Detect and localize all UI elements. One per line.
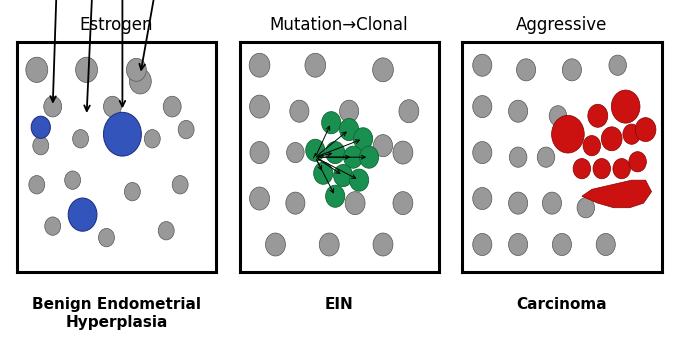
Circle shape bbox=[472, 142, 492, 164]
Circle shape bbox=[31, 116, 51, 138]
Circle shape bbox=[629, 152, 647, 172]
Circle shape bbox=[73, 129, 88, 148]
Circle shape bbox=[287, 142, 304, 163]
Circle shape bbox=[613, 159, 630, 179]
Circle shape bbox=[549, 106, 567, 126]
Circle shape bbox=[588, 104, 608, 127]
Circle shape bbox=[373, 135, 393, 157]
Circle shape bbox=[508, 192, 528, 214]
Circle shape bbox=[551, 115, 585, 153]
Circle shape bbox=[76, 57, 97, 82]
Circle shape bbox=[250, 95, 269, 118]
Text: EIN: EIN bbox=[325, 297, 354, 312]
Circle shape bbox=[65, 171, 80, 189]
Circle shape bbox=[399, 100, 418, 123]
Circle shape bbox=[172, 175, 188, 194]
Circle shape bbox=[265, 233, 286, 256]
Circle shape bbox=[350, 169, 369, 191]
Circle shape bbox=[635, 118, 656, 142]
Circle shape bbox=[537, 147, 555, 167]
Circle shape bbox=[99, 228, 115, 247]
Circle shape bbox=[333, 165, 353, 187]
Circle shape bbox=[286, 192, 305, 214]
Circle shape bbox=[562, 59, 581, 81]
Circle shape bbox=[593, 159, 610, 179]
Text: Aggressive: Aggressive bbox=[516, 16, 608, 34]
Circle shape bbox=[322, 112, 341, 134]
Circle shape bbox=[305, 53, 325, 77]
Circle shape bbox=[510, 147, 527, 167]
Polygon shape bbox=[582, 180, 651, 208]
Circle shape bbox=[44, 96, 61, 117]
Circle shape bbox=[577, 198, 595, 218]
Circle shape bbox=[354, 128, 373, 150]
Circle shape bbox=[130, 69, 151, 94]
Text: Estrogen: Estrogen bbox=[80, 16, 153, 34]
Circle shape bbox=[340, 119, 358, 141]
Circle shape bbox=[319, 233, 339, 256]
Circle shape bbox=[29, 175, 45, 194]
Circle shape bbox=[344, 146, 362, 168]
Circle shape bbox=[163, 96, 181, 117]
Circle shape bbox=[249, 53, 270, 77]
Circle shape bbox=[158, 221, 174, 240]
Circle shape bbox=[45, 217, 61, 235]
Circle shape bbox=[508, 100, 528, 122]
Circle shape bbox=[623, 124, 641, 144]
Circle shape bbox=[583, 136, 601, 156]
Circle shape bbox=[250, 187, 269, 210]
Circle shape bbox=[345, 192, 365, 215]
Circle shape bbox=[360, 146, 379, 168]
Circle shape bbox=[393, 141, 413, 164]
Circle shape bbox=[609, 55, 626, 75]
Circle shape bbox=[290, 100, 309, 122]
Circle shape bbox=[178, 120, 194, 139]
Circle shape bbox=[124, 183, 140, 201]
Circle shape bbox=[373, 58, 394, 82]
Circle shape bbox=[472, 54, 492, 76]
Text: Benign Endometrial
Hyperplasia: Benign Endometrial Hyperplasia bbox=[32, 297, 201, 330]
Circle shape bbox=[472, 188, 492, 210]
Circle shape bbox=[103, 112, 141, 156]
Circle shape bbox=[340, 100, 358, 122]
Circle shape bbox=[573, 159, 591, 179]
Circle shape bbox=[472, 96, 492, 118]
Circle shape bbox=[552, 234, 572, 256]
Circle shape bbox=[612, 90, 640, 123]
Circle shape bbox=[543, 192, 562, 214]
Circle shape bbox=[516, 59, 536, 81]
Circle shape bbox=[306, 139, 325, 161]
Circle shape bbox=[373, 233, 393, 256]
Text: Mutation→Clonal: Mutation→Clonal bbox=[270, 16, 408, 34]
Circle shape bbox=[33, 137, 49, 155]
Circle shape bbox=[144, 129, 160, 148]
Circle shape bbox=[601, 127, 622, 151]
Circle shape bbox=[596, 234, 616, 256]
Circle shape bbox=[103, 96, 121, 117]
Circle shape bbox=[472, 234, 492, 256]
Circle shape bbox=[250, 142, 269, 164]
Text: Carcinoma: Carcinoma bbox=[516, 297, 608, 312]
Circle shape bbox=[126, 58, 146, 81]
Circle shape bbox=[325, 142, 345, 164]
Circle shape bbox=[68, 198, 97, 231]
Circle shape bbox=[314, 162, 333, 184]
Circle shape bbox=[26, 57, 48, 82]
Circle shape bbox=[325, 185, 345, 207]
Circle shape bbox=[508, 234, 528, 256]
Circle shape bbox=[393, 192, 413, 215]
